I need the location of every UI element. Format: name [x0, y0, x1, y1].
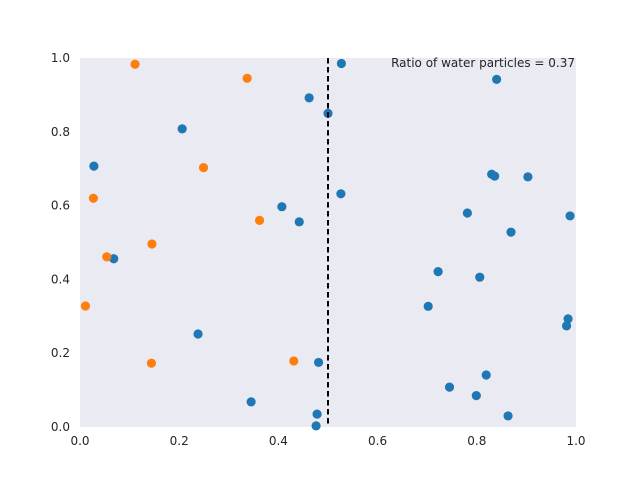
data-point: [336, 58, 346, 69]
data-point: [506, 227, 516, 237]
data-point: [475, 272, 485, 282]
y-axis: 0.0 0.2 0.4 0.6 0.8 1.0: [51, 51, 70, 434]
data-point: [313, 357, 324, 368]
data-point: [277, 202, 287, 212]
y-tick-label: 0.6: [51, 199, 70, 213]
data-point: [242, 73, 252, 83]
y-tick-label: 0.4: [51, 272, 70, 286]
data-point: [471, 391, 481, 401]
data-point: [563, 314, 573, 324]
data-point: [433, 267, 443, 277]
data-point: [289, 356, 299, 366]
data-point: [336, 189, 346, 199]
x-axis: 0.0 0.2 0.4 0.6 0.8 1.0: [70, 434, 585, 448]
data-point: [304, 93, 314, 103]
data-point: [130, 59, 140, 69]
data-point: [89, 161, 99, 171]
ratio-annotation: Ratio of water particles = 0.37: [391, 56, 575, 70]
data-point: [177, 124, 187, 134]
data-point: [246, 397, 256, 407]
data-point: [254, 215, 265, 225]
data-point: [109, 254, 119, 264]
data-point: [561, 321, 572, 331]
data-points: [80, 58, 575, 431]
data-point: [423, 301, 433, 311]
data-point: [146, 358, 157, 368]
x-tick-label: 0.8: [467, 434, 486, 448]
data-point: [294, 217, 304, 227]
data-point: [80, 301, 91, 311]
data-point: [492, 74, 502, 85]
data-point: [193, 329, 203, 339]
data-point: [88, 193, 98, 203]
y-tick-label: 0.8: [51, 125, 70, 139]
data-point: [444, 382, 455, 392]
data-point: [503, 411, 513, 421]
data-point: [462, 208, 472, 218]
y-tick-label: 0.2: [51, 346, 70, 360]
data-point: [523, 172, 533, 182]
y-tick-label: 0.0: [51, 420, 70, 434]
x-tick-label: 0.4: [269, 434, 288, 448]
data-point: [311, 421, 321, 431]
data-point: [147, 239, 157, 249]
data-point: [490, 171, 500, 181]
x-tick-label: 0.2: [170, 434, 189, 448]
data-point: [565, 211, 575, 221]
data-point: [102, 252, 112, 262]
x-tick-label: 0.6: [368, 434, 387, 448]
y-tick-label: 1.0: [51, 51, 70, 65]
data-point: [312, 409, 322, 419]
x-tick-label: 0.0: [70, 434, 89, 448]
x-tick-label: 1.0: [566, 434, 585, 448]
data-point: [481, 370, 491, 380]
data-point: [198, 162, 209, 173]
